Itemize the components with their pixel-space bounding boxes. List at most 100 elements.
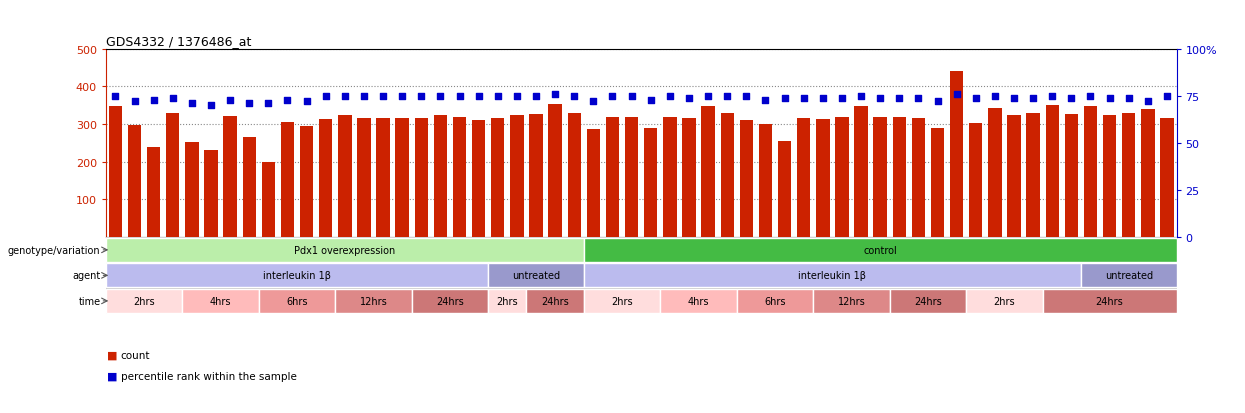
Point — [1157, 93, 1177, 100]
Text: untreated: untreated — [512, 271, 560, 281]
Point — [220, 97, 240, 104]
Bar — [1160, 119, 1174, 237]
Bar — [147, 147, 161, 237]
Point — [488, 93, 508, 100]
Bar — [989, 109, 1001, 237]
Bar — [1042, 289, 1177, 313]
Bar — [106, 238, 584, 262]
Point — [756, 97, 776, 104]
Bar — [911, 119, 925, 237]
Text: 2hrs: 2hrs — [497, 296, 518, 306]
Bar — [660, 289, 737, 313]
Text: 24hrs: 24hrs — [542, 296, 569, 306]
Point — [1119, 95, 1139, 102]
Bar — [128, 126, 141, 237]
Bar — [682, 119, 696, 237]
Bar — [778, 142, 792, 237]
Text: 6hrs: 6hrs — [286, 296, 308, 306]
Bar — [758, 125, 772, 237]
Bar — [1142, 110, 1154, 237]
Text: genotype/variation: genotype/variation — [7, 245, 101, 255]
Bar — [319, 119, 332, 237]
Bar — [527, 289, 584, 313]
Point — [794, 95, 814, 102]
Bar — [243, 138, 256, 237]
Bar — [108, 107, 122, 237]
Text: untreated: untreated — [1104, 271, 1153, 281]
Point — [1023, 95, 1043, 102]
Point — [679, 95, 698, 102]
Point — [966, 95, 986, 102]
Bar — [106, 264, 488, 288]
Bar — [396, 119, 408, 237]
Point — [621, 93, 641, 100]
Point — [889, 95, 909, 102]
Bar — [106, 289, 182, 313]
Bar — [854, 106, 868, 237]
Point — [507, 93, 527, 100]
Point — [545, 91, 565, 98]
Bar — [586, 129, 600, 237]
Bar — [300, 126, 314, 237]
Point — [1003, 95, 1023, 102]
Bar — [1084, 107, 1097, 237]
Point — [832, 95, 852, 102]
Bar — [664, 118, 676, 237]
Point — [449, 93, 469, 100]
Point — [641, 97, 661, 104]
Bar — [204, 150, 218, 237]
Text: ■: ■ — [107, 350, 117, 360]
Bar — [488, 289, 527, 313]
Point — [870, 95, 890, 102]
Bar — [335, 289, 412, 313]
Text: 2hrs: 2hrs — [611, 296, 632, 306]
Point — [1062, 95, 1082, 102]
Bar — [969, 123, 982, 237]
Point — [564, 93, 584, 100]
Point — [774, 95, 794, 102]
Bar — [433, 116, 447, 237]
Bar — [1007, 115, 1021, 237]
Bar — [568, 114, 581, 237]
Point — [316, 93, 336, 100]
Point — [259, 101, 279, 107]
Bar — [584, 264, 1081, 288]
Point — [985, 93, 1005, 100]
Text: 12hrs: 12hrs — [360, 296, 387, 306]
Point — [1138, 99, 1158, 105]
Text: interleukin 1β: interleukin 1β — [263, 271, 331, 281]
Text: control: control — [863, 245, 898, 255]
Bar — [1064, 115, 1078, 237]
Bar — [415, 119, 428, 237]
Text: 6hrs: 6hrs — [764, 296, 786, 306]
Bar — [339, 116, 351, 237]
Text: ■: ■ — [107, 371, 117, 381]
Point — [143, 97, 163, 104]
Bar — [357, 119, 371, 237]
Bar — [584, 238, 1177, 262]
Point — [527, 93, 547, 100]
Point — [374, 93, 393, 100]
Bar — [182, 289, 259, 313]
Point — [584, 99, 604, 105]
Bar — [721, 114, 733, 237]
Point — [335, 93, 355, 100]
Bar — [835, 118, 849, 237]
Point — [1081, 93, 1101, 100]
Point — [278, 97, 298, 104]
Bar — [874, 118, 886, 237]
Bar — [166, 114, 179, 237]
Bar — [412, 289, 488, 313]
Point — [296, 99, 316, 105]
Bar — [931, 129, 944, 237]
Bar — [510, 115, 524, 237]
Point — [698, 93, 718, 100]
Text: GDS4332 / 1376486_at: GDS4332 / 1376486_at — [106, 36, 251, 48]
Point — [736, 93, 756, 100]
Point — [717, 93, 737, 100]
Point — [813, 95, 833, 102]
Point — [1099, 95, 1119, 102]
Bar — [376, 119, 390, 237]
Text: 12hrs: 12hrs — [838, 296, 865, 306]
Bar — [797, 119, 810, 237]
